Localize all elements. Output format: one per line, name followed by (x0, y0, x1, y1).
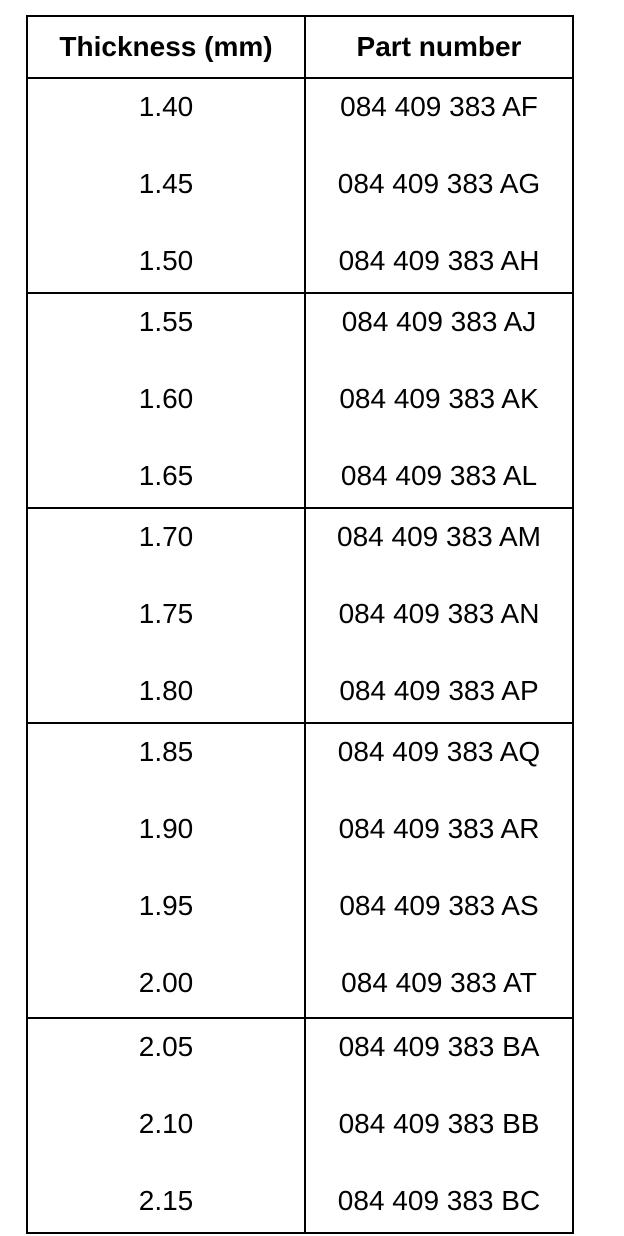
thickness-cell: 1.60 (28, 371, 306, 448)
part-number-cell: 084 409 383 AF (340, 91, 538, 122)
thickness-cell: 1.90 (28, 801, 306, 878)
thickness-part-number-table: Thickness (mm) Part number 1.40 084 409 3… (26, 15, 574, 1234)
table-row: 1.85 084 409 383 AQ (28, 724, 572, 801)
table-row: 1.60 084 409 383 AK (28, 371, 572, 448)
table-row: 2.00 084 409 383 AT (28, 955, 572, 1017)
row-group: 1.40 084 409 383 AF 1.45 084 409 383 AG 1.50… (28, 79, 572, 294)
part-number-cell: 084 409 383 BA (338, 1031, 540, 1062)
header-part-number: Part number (356, 31, 522, 62)
header-thickness: Thickness (mm) (28, 17, 306, 77)
table-row: 1.55 084 409 383 AJ (28, 294, 572, 371)
part-number-cell: 084 409 383 AP (339, 675, 539, 706)
row-group: 1.70 084 409 383 AM 1.75 084 409 383 AN 1.80… (28, 509, 572, 724)
part-number-cell: 084 409 383 AL (340, 460, 538, 491)
part-number-cell: 084 409 383 AS (339, 890, 539, 921)
part-number-cell: 084 409 383 AJ (341, 306, 537, 337)
table-row: 1.40 084 409 383 AF (28, 79, 572, 156)
thickness-cell: 2.05 (28, 1019, 306, 1096)
thickness-cell: 1.85 (28, 724, 306, 801)
row-group: 2.05 084 409 383 BA 2.10 084 409 383 BB 2.15… (28, 1019, 572, 1232)
part-number-cell: 084 409 383 AK (339, 383, 539, 414)
table-row: 1.65 084 409 383 AL (28, 448, 572, 507)
table-body: 1.40 084 409 383 AF 1.45 084 409 383 AG 1.50… (28, 79, 572, 1232)
table-row: 1.70 084 409 383 AM (28, 509, 572, 586)
part-number-cell: 084 409 383 AT (341, 967, 537, 998)
table-row: 1.95 084 409 383 AS (28, 878, 572, 955)
part-number-cell: 084 409 383 AG (337, 168, 541, 199)
table-row: 2.05 084 409 383 BA (28, 1019, 572, 1096)
thickness-cell: 2.10 (28, 1096, 306, 1173)
part-number-cell: 084 409 383 AH (338, 245, 540, 276)
table-row: 1.45 084 409 383 AG (28, 156, 572, 233)
row-group: 1.55 084 409 383 AJ 1.60 084 409 383 AK 1.65… (28, 294, 572, 509)
table-row: 2.10 084 409 383 BB (28, 1096, 572, 1173)
thickness-cell: 1.80 (28, 663, 306, 722)
table-row: 2.15 084 409 383 BC (28, 1173, 572, 1232)
table-row: 1.80 084 409 383 AP (28, 663, 572, 722)
part-number-cell: 084 409 383 BC (337, 1185, 541, 1216)
thickness-cell: 1.40 (28, 79, 306, 156)
part-number-cell: 084 409 383 AR (338, 813, 540, 844)
table-row: 1.90 084 409 383 AR (28, 801, 572, 878)
part-number-cell: 084 409 383 AM (337, 521, 541, 552)
part-number-cell: 084 409 383 AQ (337, 736, 541, 767)
thickness-cell: 1.50 (28, 233, 306, 292)
row-group: 1.85 084 409 383 AQ 1.90 084 409 383 AR 1.95… (28, 724, 572, 1019)
table-header: Thickness (mm) Part number (28, 17, 572, 79)
thickness-cell: 2.15 (28, 1173, 306, 1232)
thickness-cell: 1.70 (28, 509, 306, 586)
thickness-cell: 1.75 (28, 586, 306, 663)
thickness-cell: 2.00 (28, 955, 306, 1017)
table-row: 1.50 084 409 383 AH (28, 233, 572, 292)
thickness-cell: 1.45 (28, 156, 306, 233)
thickness-cell: 1.55 (28, 294, 306, 371)
thickness-cell: 1.65 (28, 448, 306, 507)
thickness-cell: 1.95 (28, 878, 306, 955)
part-number-cell: 084 409 383 BB (338, 1108, 540, 1139)
table-row: 1.75 084 409 383 AN (28, 586, 572, 663)
part-number-cell: 084 409 383 AN (338, 598, 540, 629)
